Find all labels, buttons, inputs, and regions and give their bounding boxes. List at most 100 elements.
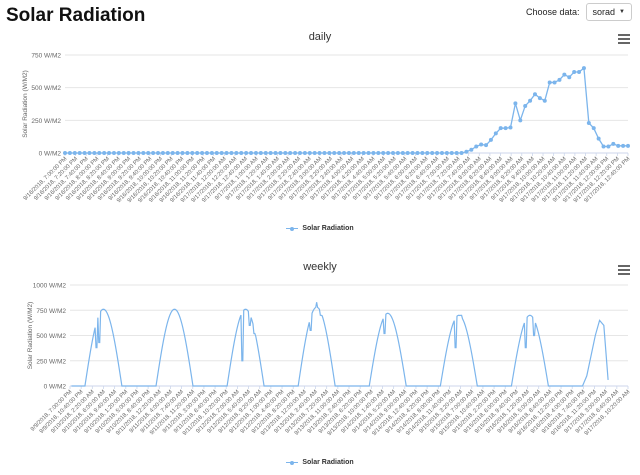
daily-data-point xyxy=(180,151,185,155)
daily-data-point xyxy=(72,151,77,155)
daily-data-point xyxy=(361,151,366,155)
daily-data-point xyxy=(263,151,268,155)
daily-data-point xyxy=(371,151,376,155)
daily-data-point xyxy=(317,151,322,155)
daily-data-point xyxy=(410,151,415,155)
daily-data-point xyxy=(302,151,307,155)
daily-data-point xyxy=(498,126,503,131)
choose-data-label: Choose data: xyxy=(525,7,580,17)
daily-data-point xyxy=(332,151,337,155)
daily-data-point xyxy=(366,151,371,155)
daily-data-point xyxy=(386,151,391,155)
daily-data-point xyxy=(288,151,293,155)
daily-data-point xyxy=(67,151,72,155)
page-title: Solar Radiation xyxy=(6,5,146,26)
daily-data-point xyxy=(537,96,542,101)
daily-data-point xyxy=(293,151,298,155)
daily-data-point xyxy=(405,151,410,155)
daily-data-point xyxy=(82,151,87,155)
daily-data-point xyxy=(356,151,361,155)
daily-data-point xyxy=(160,151,165,155)
daily-data-point xyxy=(107,151,112,155)
legend-marker-icon xyxy=(286,226,299,232)
daily-chart: 0 W/M2 250 W/M2 500 W/M2 750 W/M2 Solar Radi… xyxy=(0,40,640,230)
daily-data-point xyxy=(92,151,97,155)
daily-data-point xyxy=(518,118,523,123)
daily-data-point xyxy=(131,151,136,155)
daily-data-point xyxy=(111,151,116,155)
daily-data-point xyxy=(204,151,209,155)
daily-data-point xyxy=(258,151,263,155)
weekly-chart: 0 W/M2 250 W/M2 500 W/M2 750 W/M2 1000 W/M2 S… xyxy=(0,275,640,460)
daily-data-point xyxy=(234,151,239,155)
daily-data-point xyxy=(586,120,591,125)
daily-y-tick-label: 750 W/M2 xyxy=(31,53,61,60)
daily-legend-item[interactable]: Solar Radiation xyxy=(286,225,354,232)
daily-data-point xyxy=(449,151,454,155)
daily-data-point xyxy=(268,151,273,155)
weekly-chart-svg: 0 W/M2 250 W/M2 500 W/M2 750 W/M2 1000 W/M2 S… xyxy=(27,283,632,438)
daily-data-point xyxy=(239,151,244,155)
daily-data-point xyxy=(391,151,396,155)
daily-y-tick-label: 500 W/M2 xyxy=(31,85,61,92)
daily-data-point xyxy=(87,151,92,155)
daily-legend: Solar Radiation xyxy=(0,225,640,234)
daily-data-point xyxy=(611,141,616,146)
daily-legend-label: Solar Radiation xyxy=(302,225,354,232)
daily-data-point xyxy=(557,77,562,82)
daily-data-point xyxy=(312,151,317,155)
daily-data-point xyxy=(322,151,327,155)
daily-data-point xyxy=(244,151,249,155)
daily-data-point xyxy=(577,69,582,74)
daily-chart-title: daily xyxy=(308,31,332,43)
daily-data-point xyxy=(415,151,420,155)
daily-data-point xyxy=(596,136,601,141)
daily-data-point xyxy=(170,151,175,155)
daily-data-point xyxy=(601,144,606,149)
daily-data-point xyxy=(200,151,205,155)
daily-data-point xyxy=(508,125,513,130)
weekly-legend-item[interactable]: Solar Radiation xyxy=(286,459,354,466)
daily-data-point xyxy=(156,151,161,155)
daily-data-point xyxy=(219,151,224,155)
daily-data-point xyxy=(420,151,425,155)
daily-data-point xyxy=(562,72,567,77)
daily-data-point xyxy=(528,98,533,103)
data-select[interactable]: sorad ▼ xyxy=(585,3,632,21)
daily-data-point xyxy=(439,151,444,155)
daily-data-point xyxy=(253,151,258,155)
daily-data-point xyxy=(63,151,67,155)
daily-data-point xyxy=(376,151,381,155)
daily-data-point xyxy=(273,151,278,155)
weekly-chart-menu-icon[interactable] xyxy=(618,265,630,275)
weekly-y-axis-label: Solar Radiation (W/M2) xyxy=(27,302,34,370)
daily-data-point xyxy=(523,103,528,108)
weekly-y-tick-label: 750 W/M2 xyxy=(36,308,66,315)
daily-data-point xyxy=(136,151,141,155)
daily-data-point xyxy=(126,151,131,155)
daily-data-point xyxy=(542,98,547,103)
daily-data-point xyxy=(513,101,518,106)
daily-data-point xyxy=(547,80,552,85)
daily-data-point xyxy=(395,151,400,155)
daily-data-point xyxy=(454,151,459,155)
daily-data-point xyxy=(572,69,577,74)
daily-data-point xyxy=(190,151,195,155)
daily-data-point xyxy=(278,151,283,155)
daily-data-point xyxy=(532,92,537,97)
weekly-chart-title: weekly xyxy=(303,261,337,273)
daily-data-point xyxy=(224,151,229,155)
daily-chart-menu-icon[interactable] xyxy=(618,34,630,44)
daily-data-point xyxy=(459,151,464,155)
daily-data-point xyxy=(195,151,200,155)
caret-down-icon: ▼ xyxy=(619,9,625,15)
daily-data-point xyxy=(307,151,312,155)
daily-data-point xyxy=(444,151,449,155)
daily-data-point xyxy=(97,151,102,155)
daily-data-point xyxy=(146,151,151,155)
daily-data-point xyxy=(567,75,572,80)
daily-data-point xyxy=(214,151,219,155)
daily-data-point xyxy=(488,137,493,142)
weekly-legend-label: Solar Radiation xyxy=(302,459,354,466)
daily-data-point xyxy=(493,131,498,136)
